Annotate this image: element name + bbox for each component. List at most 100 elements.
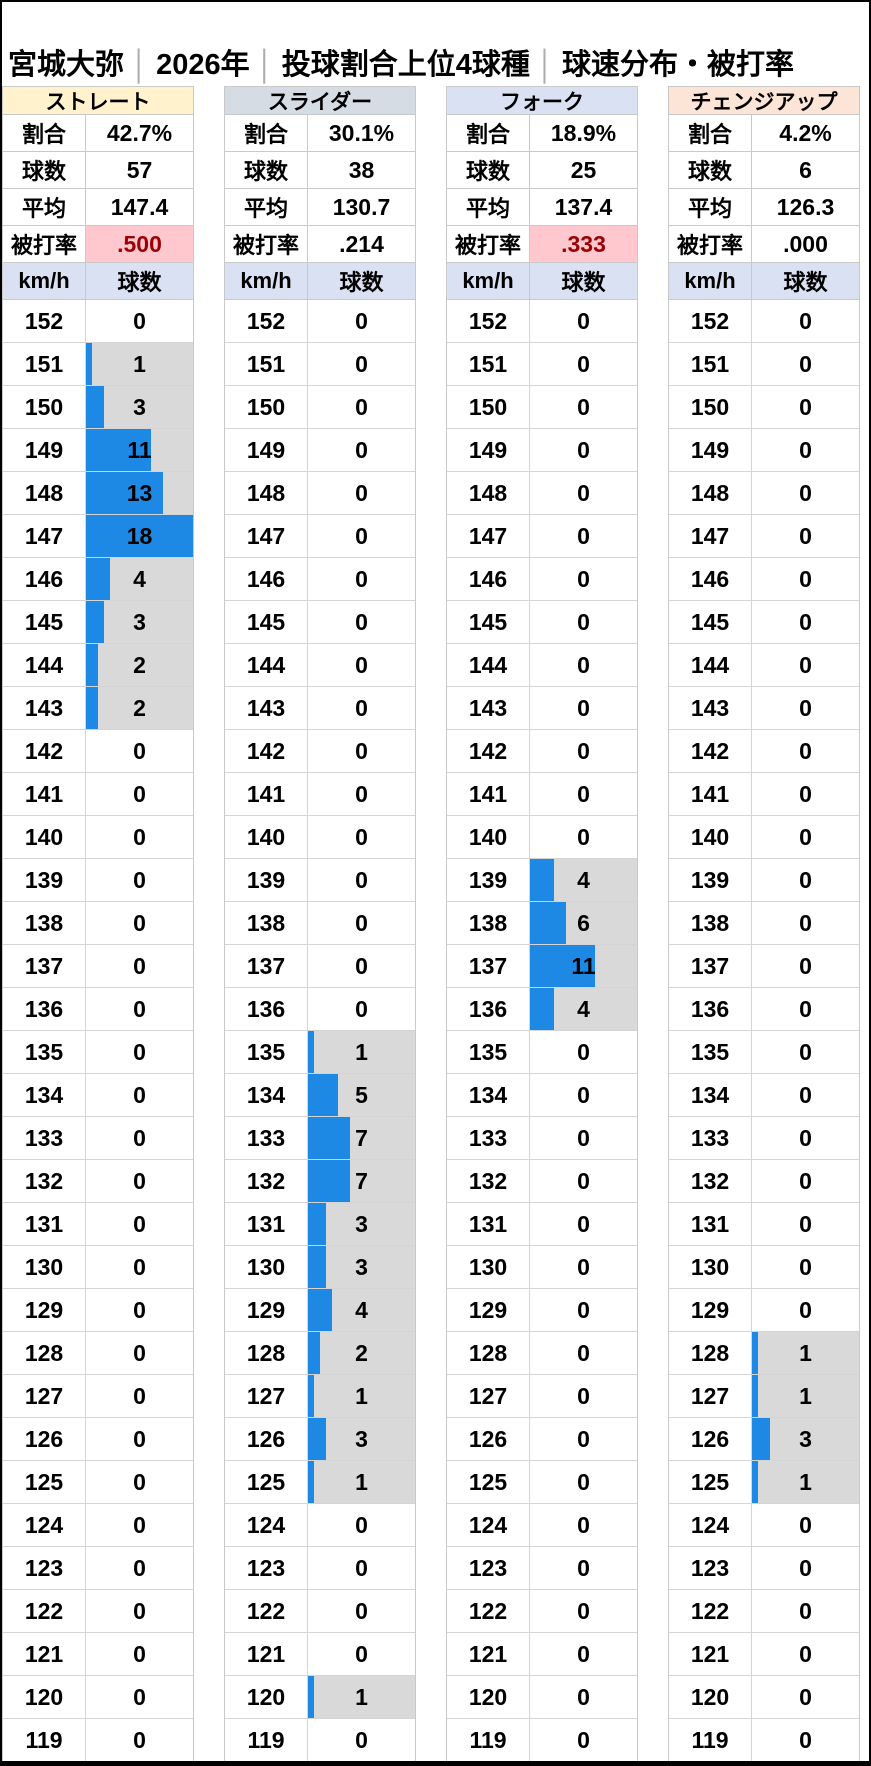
count-value: 0	[133, 1296, 146, 1323]
velocity-row: 120 0	[669, 1676, 859, 1719]
velocity-row: 149 11	[3, 429, 193, 472]
stat-row: 割合 42.7%	[3, 115, 193, 152]
velocity-row: 140 0	[3, 816, 193, 859]
title-part: 投球割合上位4球種	[281, 49, 530, 81]
speed-column-header: km/h	[684, 268, 736, 293]
velocity-cell: 148	[447, 472, 529, 514]
stat-row: 割合 4.2%	[669, 115, 859, 152]
velocity-cell: 122	[669, 1590, 751, 1632]
count-cell: 1	[85, 343, 193, 385]
velocity-cell: 139	[447, 859, 529, 901]
velocity-row: 144 0	[447, 644, 637, 687]
velocity-cell: 129	[3, 1289, 85, 1331]
stat-value: 137.4	[529, 189, 637, 225]
count-value: 2	[355, 1339, 368, 1366]
count-value: 0	[133, 1683, 146, 1710]
velocity-row: 125 0	[447, 1461, 637, 1504]
velocity-row: 143 0	[447, 687, 637, 730]
velocity-row: 127 1	[669, 1375, 859, 1418]
title-part: 2026年	[156, 49, 250, 81]
count-value: 0	[133, 1640, 146, 1667]
velocity-cell: 125	[225, 1461, 307, 1503]
velocity-cell: 139	[3, 859, 85, 901]
velocity-row: 152 0	[447, 300, 637, 343]
velocity-cell: 135	[669, 1031, 751, 1073]
count-cell: 0	[529, 1332, 637, 1374]
count-cell: 3	[85, 386, 193, 428]
count-cell: 0	[85, 1676, 193, 1718]
velocity-row: 139 0	[3, 859, 193, 902]
count-value: 4	[355, 1296, 368, 1323]
count-cell: 5	[307, 1074, 415, 1116]
title-separator: │	[131, 50, 150, 82]
count-value: 0	[577, 1081, 590, 1108]
count-cell: 0	[85, 859, 193, 901]
count-cell: 0	[751, 730, 859, 772]
velocity-row: 124 0	[447, 1504, 637, 1547]
velocity-cell: 150	[447, 386, 529, 428]
count-value: 0	[355, 823, 368, 850]
count-value: 11	[127, 436, 152, 463]
count-bar	[752, 1461, 758, 1503]
velocity-cell: 122	[3, 1590, 85, 1632]
velocity-row: 125 1	[225, 1461, 415, 1504]
count-value: 0	[577, 1124, 590, 1151]
stat-label: 被打率	[454, 233, 521, 258]
velocity-cell: 142	[3, 730, 85, 772]
velocity-row: 138 0	[669, 902, 859, 945]
count-value: 0	[577, 1727, 590, 1753]
count-cell: 0	[751, 816, 859, 858]
velocity-cell: 137	[225, 945, 307, 987]
count-cell: 0	[85, 300, 193, 342]
count-value: 0	[133, 1425, 146, 1452]
stat-label: 被打率	[232, 233, 299, 258]
count-cell: 0	[307, 1590, 415, 1632]
count-cell: 0	[85, 816, 193, 858]
count-cell: 1	[307, 1461, 415, 1503]
speed-count-header: km/h 球数	[669, 263, 859, 300]
stat-row: 球数 38	[225, 152, 415, 189]
velocity-row: 122 0	[669, 1590, 859, 1633]
velocity-cell: 140	[447, 816, 529, 858]
velocity-row: 134 0	[447, 1074, 637, 1117]
count-cell: 0	[307, 988, 415, 1030]
count-cell: 0	[529, 1289, 637, 1331]
velocity-row: 130 0	[3, 1246, 193, 1289]
count-value: 0	[799, 1683, 812, 1710]
velocity-cell: 133	[447, 1117, 529, 1159]
count-cell: 0	[85, 1289, 193, 1331]
count-cell: 0	[751, 773, 859, 815]
velocity-row: 129 0	[669, 1289, 859, 1332]
velocity-cell: 127	[669, 1375, 751, 1417]
count-cell: 0	[307, 472, 415, 514]
count-cell: 0	[85, 1074, 193, 1116]
velocity-cell: 143	[3, 687, 85, 729]
count-cell: 0	[529, 1031, 637, 1073]
velocity-row: 127 1	[225, 1375, 415, 1418]
velocity-cell: 126	[3, 1418, 85, 1460]
count-bar	[530, 945, 596, 987]
velocity-cell: 134	[3, 1074, 85, 1116]
velocity-row: 141 0	[3, 773, 193, 816]
velocity-row: 130 0	[447, 1246, 637, 1289]
velocity-cell: 124	[3, 1504, 85, 1546]
count-value: 0	[577, 1253, 590, 1280]
count-cell: 0	[751, 386, 859, 428]
count-cell: 0	[751, 1246, 859, 1288]
count-value: 0	[577, 1210, 590, 1237]
velocity-cell: 122	[225, 1590, 307, 1632]
velocity-cell: 150	[225, 386, 307, 428]
count-cell: 0	[529, 515, 637, 557]
count-value: 0	[355, 1511, 368, 1538]
count-value: 0	[577, 694, 590, 721]
count-column-header: 球数	[307, 263, 415, 299]
count-value: 0	[133, 1167, 146, 1194]
count-cell: 0	[751, 1547, 859, 1589]
stat-label: 割合	[243, 122, 288, 147]
count-bar	[86, 343, 92, 385]
velocity-row: 145 0	[669, 601, 859, 644]
count-value: 0	[799, 393, 812, 420]
stat-label: 平均	[465, 196, 510, 221]
velocity-cell: 119	[225, 1719, 307, 1761]
speed-count-header: km/h 球数	[3, 263, 193, 300]
